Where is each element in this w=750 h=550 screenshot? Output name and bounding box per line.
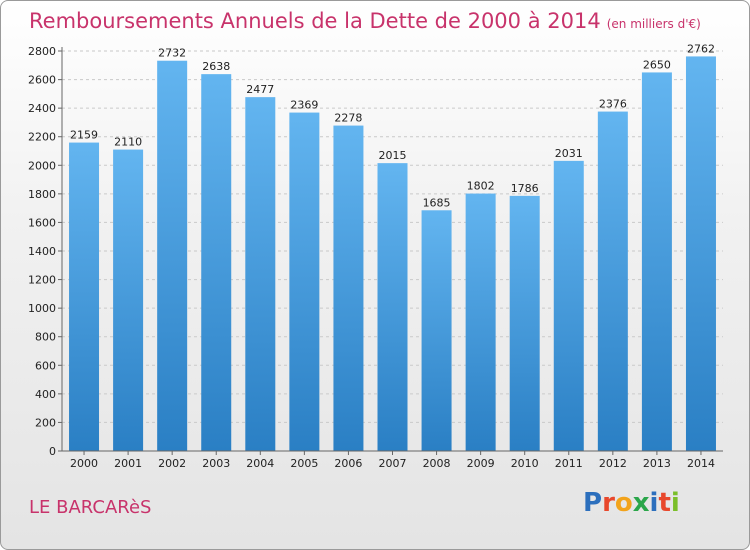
bar-value-label: 2638 <box>202 60 230 73</box>
labels: 0 200 400 600 800 1000 1200 1400 1600 1800 2000 220… <box>28 42 715 470</box>
x-tick-label: 2000 <box>70 457 98 470</box>
x-tick-label: 2014 <box>687 457 715 470</box>
y-tick-label: 800 <box>35 331 56 344</box>
bar-value-label: 1786 <box>511 182 539 195</box>
bar-value-label: 2732 <box>158 47 186 60</box>
x-tick-label: 2007 <box>379 457 407 470</box>
bar-value-label: 1802 <box>467 180 495 193</box>
bar <box>509 195 540 451</box>
chart-title: Remboursements Annuels de la Dette de 20… <box>29 9 701 33</box>
y-tick-label: 2200 <box>28 131 56 144</box>
y-tick-label: 2800 <box>28 45 56 58</box>
x-tick-label: 2008 <box>423 457 451 470</box>
y-tick-label: 1000 <box>28 302 56 315</box>
bar <box>377 163 408 451</box>
x-tick-label: 2009 <box>467 457 495 470</box>
y-tick-label: 2400 <box>28 102 56 115</box>
y-tick-label: 200 <box>35 416 56 429</box>
bar-value-label: 2376 <box>599 98 627 111</box>
bar-value-label: 2650 <box>643 58 671 71</box>
x-tick-label: 2004 <box>246 457 274 470</box>
bar <box>597 111 628 452</box>
bar <box>421 210 452 451</box>
bar-value-label: 2110 <box>114 136 142 149</box>
bar <box>113 149 144 452</box>
bar-value-label: 2477 <box>246 83 274 96</box>
bar-value-label: 2015 <box>379 149 407 162</box>
chart-title-text: Remboursements Annuels de la Dette de 20… <box>29 9 601 33</box>
y-tick-label: 1400 <box>28 245 56 258</box>
logo-letter: t <box>658 488 671 518</box>
y-tick-label: 400 <box>35 388 56 401</box>
y-tick-label: 600 <box>35 359 56 372</box>
y-tick-label: 2600 <box>28 74 56 87</box>
x-tick-label: 2002 <box>158 457 186 470</box>
x-tick-label: 2003 <box>202 457 230 470</box>
bar <box>465 193 496 452</box>
y-tick-label: 1600 <box>28 216 56 229</box>
x-tick-label: 2011 <box>555 457 583 470</box>
bar-value-label: 2762 <box>687 42 715 55</box>
logo-letter: P <box>583 488 603 518</box>
y-tick-label: 2000 <box>28 159 56 172</box>
chart-subtitle: (en milliers d'€) <box>606 17 701 31</box>
proxiti-logo[interactable]: Proxiti <box>583 488 680 518</box>
y-tick-label: 1200 <box>28 274 56 287</box>
bar <box>289 112 320 452</box>
logo-letter: x <box>632 488 650 518</box>
logo-letter: r <box>602 488 615 518</box>
axes <box>58 47 723 455</box>
x-tick-label: 2006 <box>334 457 362 470</box>
bar-value-label: 2369 <box>290 99 318 112</box>
bar <box>245 97 276 452</box>
x-tick-label: 2001 <box>114 457 142 470</box>
x-tick-label: 2013 <box>643 457 671 470</box>
x-tick-label: 2010 <box>511 457 539 470</box>
bar <box>201 74 232 452</box>
logo-letter: i <box>670 488 680 518</box>
bar-value-label: 1685 <box>423 196 451 209</box>
bar <box>157 60 188 451</box>
bar-value-label: 2278 <box>334 112 362 125</box>
y-tick-label: 1800 <box>28 188 56 201</box>
logo-letter: i <box>649 488 659 518</box>
x-tick-label: 2005 <box>290 457 318 470</box>
y-tick-label: 0 <box>49 445 56 458</box>
bar <box>641 72 672 451</box>
bar <box>553 160 584 451</box>
x-tick-label: 2012 <box>599 457 627 470</box>
bar-value-label: 2031 <box>555 147 583 160</box>
bar <box>685 56 716 452</box>
commune-name: LE BARCARèS <box>29 497 152 518</box>
logo-letter: o <box>614 488 633 518</box>
bar-value-label: 2159 <box>70 129 98 142</box>
bars <box>69 56 716 452</box>
bar <box>333 125 364 452</box>
bar <box>69 142 100 452</box>
